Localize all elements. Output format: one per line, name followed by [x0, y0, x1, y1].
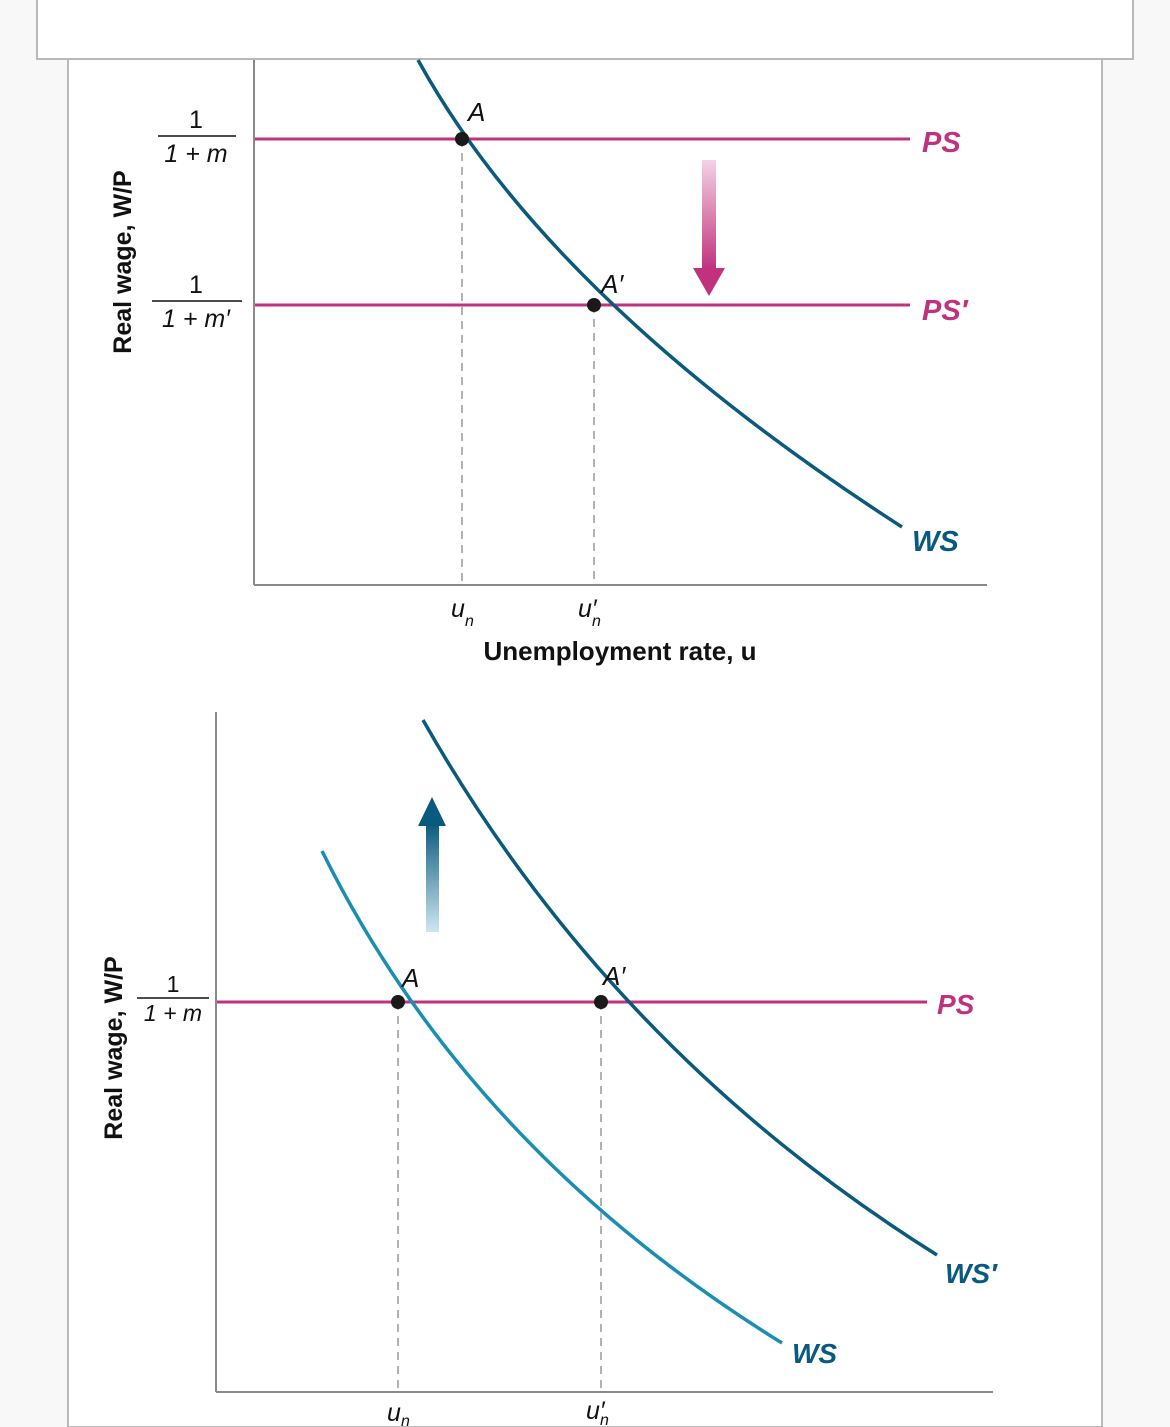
- top-y-axis-title: Real wage, W/P: [109, 170, 137, 353]
- bottom-point-a-prime: [594, 995, 608, 1009]
- bottom-x-tick-un-prime: u′ n: [586, 1397, 609, 1427]
- bottom-point-a-label: A: [400, 963, 419, 993]
- top-panel: Real wage, W/P 1 1 + m 1 1 + m′ A A′ PS …: [109, 59, 987, 666]
- bottom-point-a-prime-label: A′: [601, 961, 626, 991]
- bottom-ws-prime-curve: [421, 719, 938, 1257]
- figure-card: [67, 0, 1103, 1427]
- bottom-ws-prime-label: WS′: [945, 1258, 998, 1289]
- top-ps-prime-level-denominator: 1 + m′: [162, 305, 231, 333]
- top-point-a: [455, 132, 469, 146]
- top-ps-level-numerator: 1: [189, 106, 203, 134]
- bottom-x-tick-un-prime-sub: n: [600, 1412, 609, 1427]
- bottom-panel: Real wage, W/P 1 1 + m A A′ PS WS′ WS u …: [100, 712, 998, 1427]
- bottom-x-tick-un-prime-main: u′: [586, 1397, 606, 1425]
- header-box: [36, 0, 1134, 60]
- bottom-ws-label: WS: [792, 1338, 837, 1369]
- top-point-a-prime: [587, 298, 601, 312]
- bottom-y-axis-title: Real wage, W/P: [100, 956, 128, 1139]
- top-ps-prime-level-numerator: 1: [189, 271, 203, 299]
- bottom-x-tick-un: u n: [387, 1399, 410, 1427]
- top-ws-label: WS: [912, 526, 959, 558]
- top-ws-curve: [416, 59, 903, 529]
- bottom-ws-curve: [320, 850, 783, 1345]
- top-x-tick-un-main: u: [451, 595, 465, 623]
- bottom-x-tick-un-sub: n: [401, 1413, 410, 1427]
- top-ps-label: PS: [922, 127, 961, 159]
- top-ps-prime-label: PS′: [922, 295, 969, 327]
- bottom-ps-level-numerator: 1: [167, 971, 180, 997]
- up-arrow-icon: [418, 797, 446, 932]
- top-x-tick-un-prime-main: u′: [578, 595, 598, 623]
- bottom-ps-label: PS: [937, 989, 975, 1020]
- top-point-a-prime-label: A′: [599, 269, 624, 299]
- top-ps-level-denominator: 1 + m: [164, 140, 227, 168]
- bottom-x-tick-un-main: u: [387, 1399, 401, 1427]
- top-x-tick-un-prime: u′ n: [578, 595, 601, 630]
- top-x-axis-title: Unemployment rate, u: [483, 636, 756, 666]
- top-x-tick-un: u n: [451, 595, 474, 630]
- top-x-tick-un-sub: n: [465, 613, 474, 630]
- down-arrow-icon: [693, 160, 725, 296]
- top-point-a-label: A: [466, 97, 485, 127]
- bottom-point-a: [391, 995, 405, 1009]
- bottom-ps-level-denominator: 1 + m: [144, 1000, 202, 1026]
- top-x-tick-un-prime-sub: n: [592, 613, 601, 630]
